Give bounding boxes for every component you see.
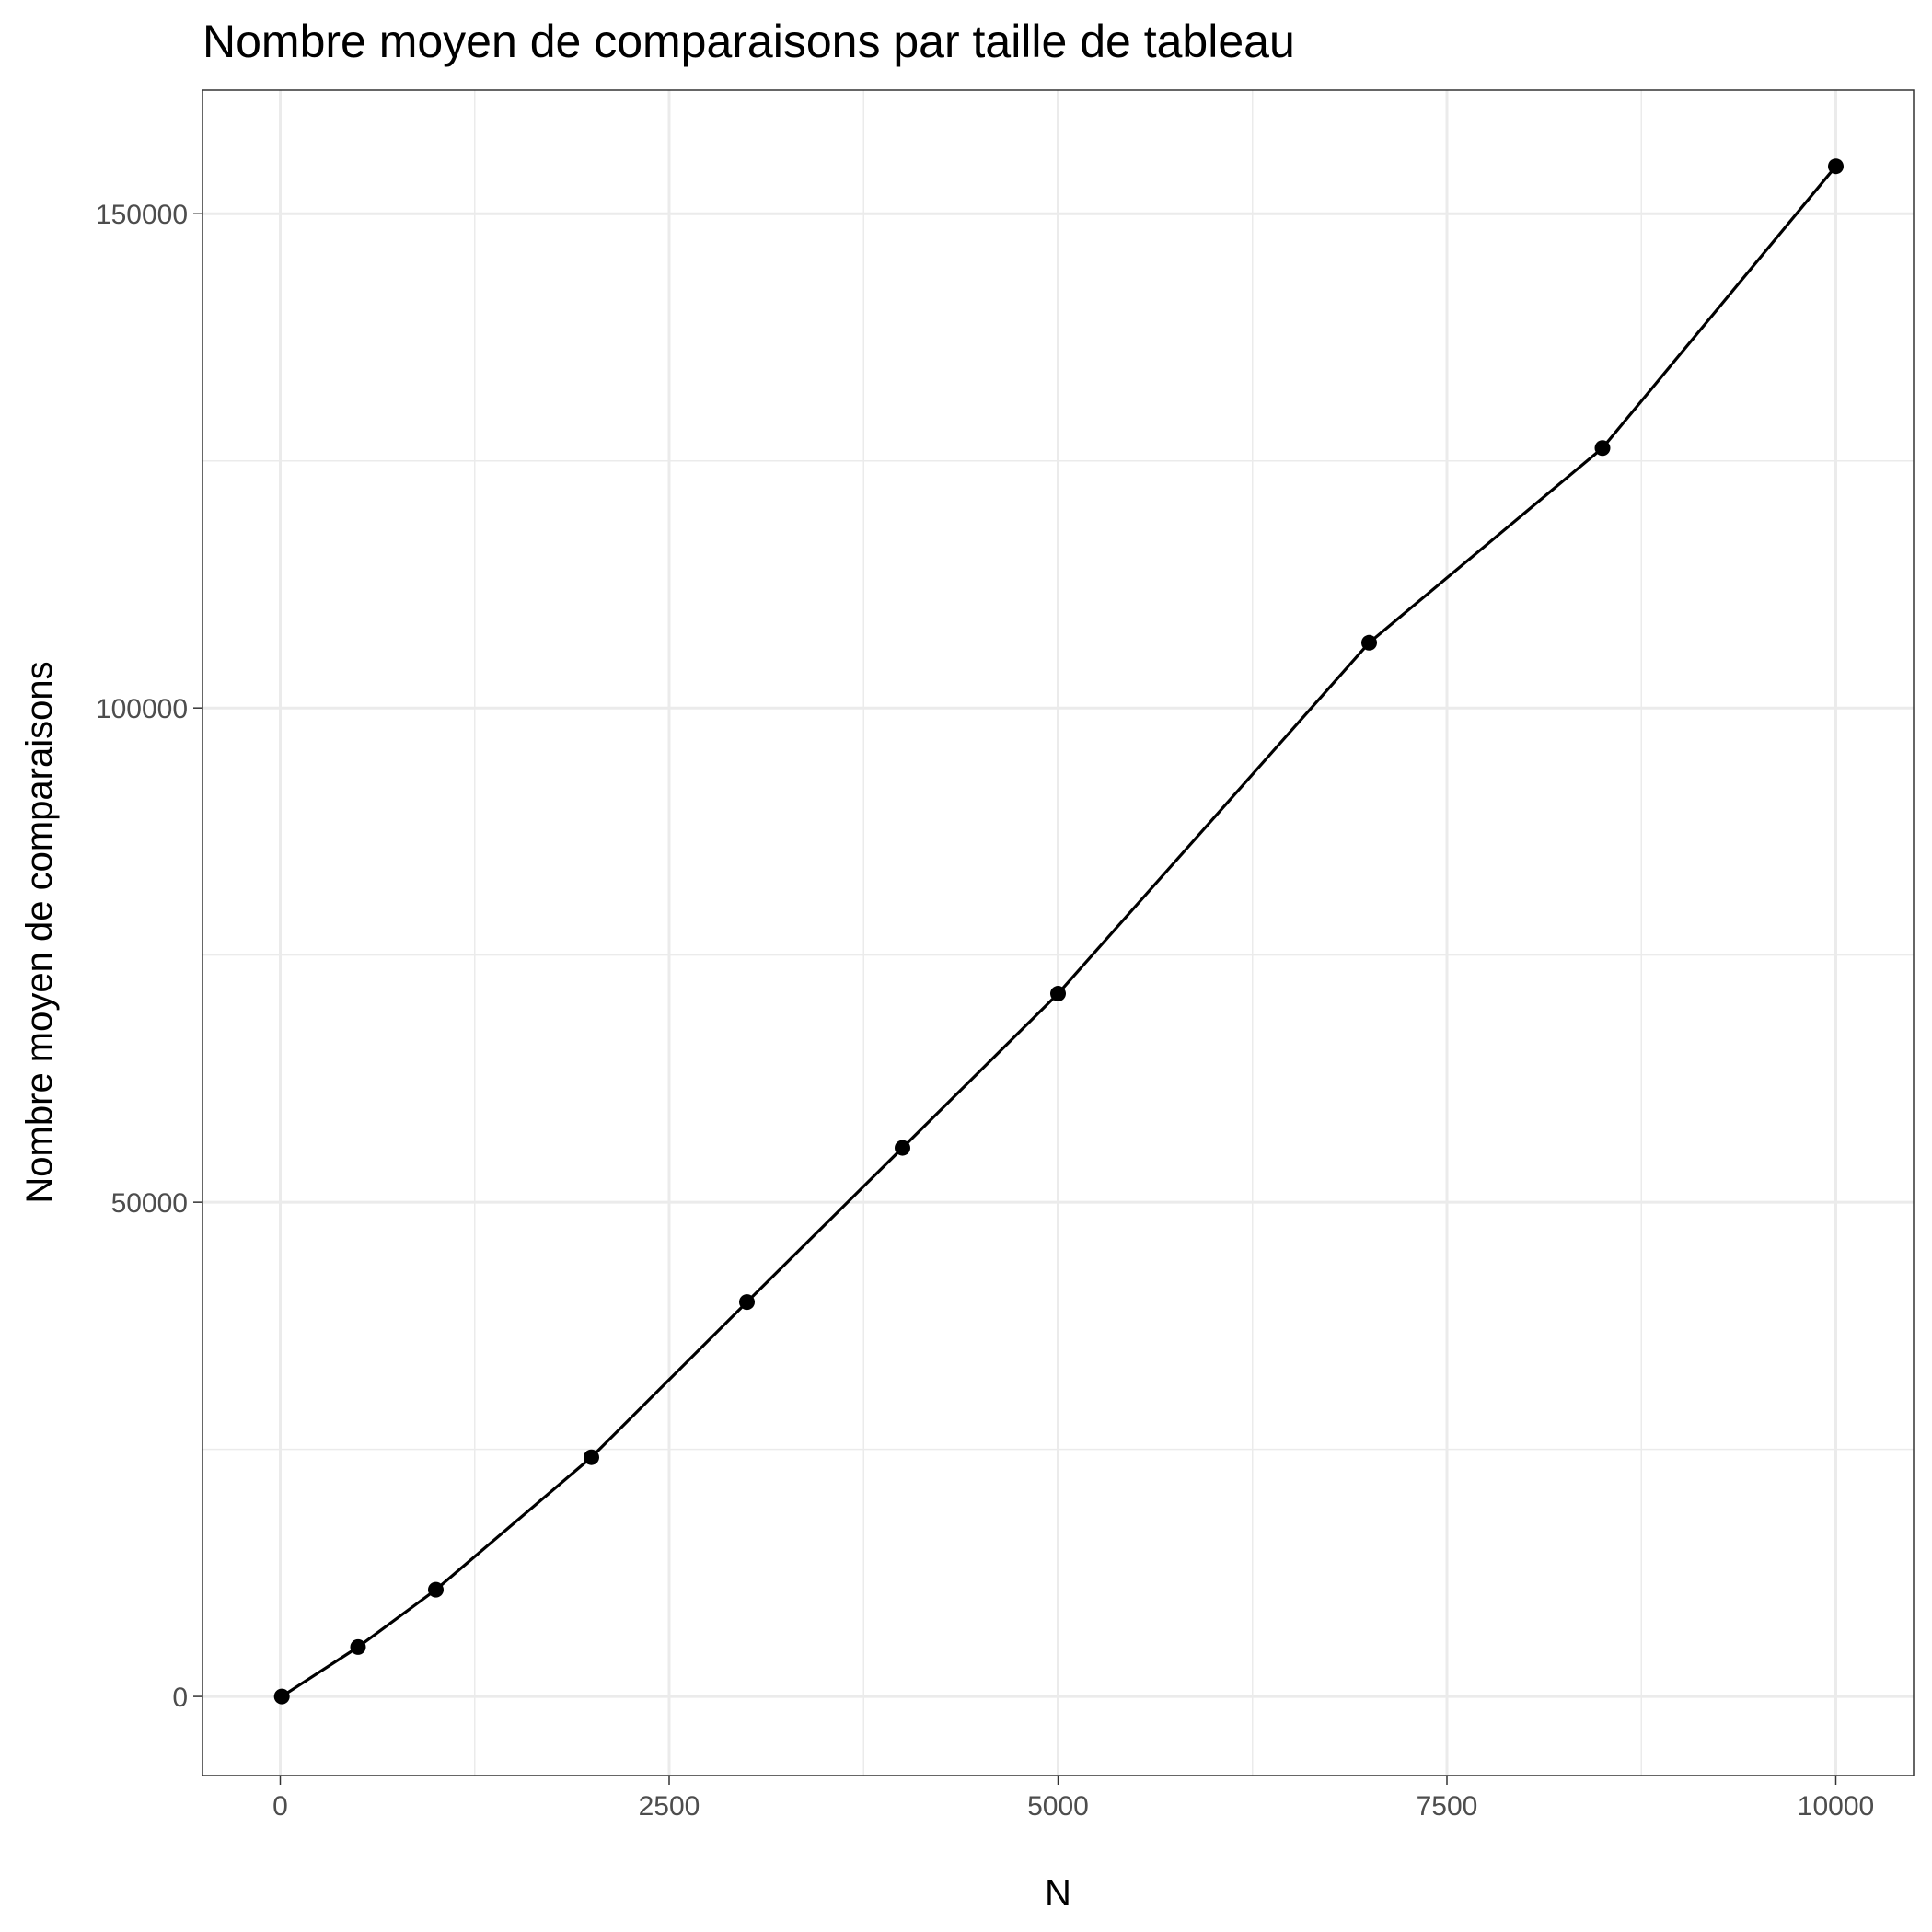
data-point: [428, 1581, 444, 1598]
data-point: [1828, 158, 1844, 175]
chart-title: Nombre moyen de comparaisons par taille …: [202, 16, 1295, 67]
data-point: [1361, 634, 1377, 651]
y-axis-title: Nombre moyen de comparaisons: [19, 661, 60, 1203]
data-point: [739, 1294, 755, 1311]
x-axis-title: N: [1045, 1873, 1071, 1914]
series-line: [281, 165, 1837, 1698]
data-point: [350, 1638, 366, 1655]
y-tick-label: 100000: [96, 694, 188, 724]
x-tick-label: 5000: [1027, 1791, 1089, 1822]
y-tick-label: 50000: [111, 1188, 188, 1219]
x-tick-label: 7500: [1417, 1791, 1478, 1822]
data-point: [584, 1449, 599, 1465]
grid: [202, 90, 1914, 1776]
x-tick-label: 0: [272, 1791, 288, 1822]
series-layer: [273, 158, 1844, 1705]
data-point: [895, 1140, 910, 1156]
x-tick-label: 2500: [639, 1791, 700, 1822]
y-tick-label: 0: [172, 1683, 188, 1713]
data-point: [273, 1688, 290, 1705]
x-tick-label: 10000: [1798, 1791, 1874, 1822]
data-point: [1050, 986, 1066, 1002]
data-point: [1594, 440, 1611, 457]
y-tick-label: 150000: [96, 200, 188, 230]
